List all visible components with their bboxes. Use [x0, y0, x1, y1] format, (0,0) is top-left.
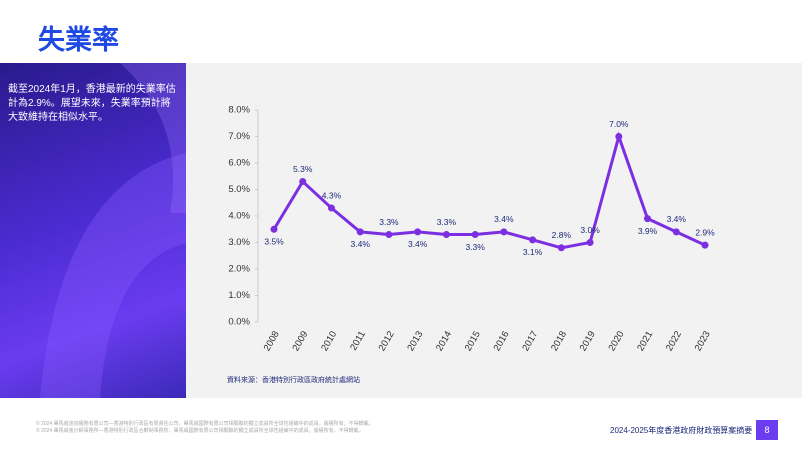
x-tick-label: 2023: [693, 329, 713, 353]
x-tick-label: 2022: [664, 329, 684, 353]
data-label: 3.3%: [437, 217, 457, 227]
legal-line: © 2024 畢馬威諮詢服務有限公司—香港特別行政區有限責任公司，畢馬威國際有限…: [36, 421, 374, 427]
legal-line: © 2024 畢馬威會計師事務所—香港特別行政區合夥制事務所，畢馬威國際有限公司…: [36, 428, 364, 434]
x-tick-label: 2021: [635, 329, 655, 353]
data-label: 3.3%: [465, 242, 485, 252]
marker: [701, 241, 709, 249]
data-label: 3.3%: [379, 217, 399, 227]
x-tick-label: 2009: [290, 329, 310, 353]
slide-title: 失業率: [38, 25, 119, 55]
y-tick-label: 7.0%: [228, 131, 250, 142]
y-tick-label: 0.0%: [228, 317, 250, 328]
y-tick-label: 6.0%: [228, 158, 250, 169]
data-label: 7.0%: [609, 119, 629, 129]
y-tick-label: 2.0%: [228, 264, 250, 275]
x-tick-label: 2014: [434, 329, 454, 353]
decor: [40, 63, 186, 398]
data-label: 3.4%: [494, 214, 514, 224]
x-tick-label: 2010: [319, 329, 339, 353]
x-tick-label: 2011: [348, 329, 368, 352]
marker: [672, 228, 680, 236]
x-tick-label: 2015: [463, 329, 483, 353]
marker: [586, 239, 594, 246]
x-tick-label: 2018: [549, 329, 569, 353]
y-tick-label: 4.0%: [228, 211, 250, 222]
y-tick-label: 5.0%: [228, 184, 250, 195]
legal: © 2024 畢馬威諮詢服務有限公司—香港特別行政區有限責任公司，畢馬威國際有限…: [36, 421, 374, 435]
marker: [327, 204, 335, 212]
x-tick-label: 2012: [377, 329, 397, 353]
marker: [270, 225, 278, 233]
x-tick-label: 2019: [578, 329, 598, 353]
x-tick-label: 2008: [262, 329, 282, 353]
data-label: 3.0%: [580, 225, 600, 235]
marker: [442, 231, 450, 239]
marker: [615, 133, 623, 140]
marker: [529, 236, 537, 244]
x-tick-label: 2020: [606, 329, 626, 353]
marker: [471, 231, 479, 239]
marker: [500, 228, 508, 236]
data-label: 3.4%: [667, 214, 687, 224]
marker: [356, 228, 364, 236]
page-number: 8: [756, 420, 778, 440]
data-label: 5.3%: [293, 164, 313, 174]
marker: [644, 215, 652, 223]
marker: [414, 228, 422, 236]
x-tick-label: 2017: [520, 329, 540, 353]
data-label: 3.1%: [523, 247, 543, 257]
x-tick-label: 2016: [492, 329, 512, 353]
y-tick-label: 3.0%: [228, 237, 250, 248]
marker: [557, 244, 565, 252]
marker: [299, 178, 307, 186]
data-label: 2.8%: [552, 230, 572, 240]
source: 資料來源：香港特別行政區政府統計處網站: [227, 375, 360, 384]
data-label: 4.3%: [322, 190, 342, 200]
line: [272, 131, 706, 250]
y-tick-label: 1.0%: [228, 290, 250, 301]
footer: 2024-2025年度香港政府財政預算案摘要: [610, 426, 753, 435]
data-label: 2.9%: [695, 227, 715, 237]
data-label: 3.5%: [264, 237, 284, 247]
chart-panel: [186, 63, 802, 398]
data-label: 3.4%: [351, 239, 371, 249]
marker: [385, 231, 393, 239]
x-tick-label: 2013: [405, 329, 425, 353]
side-panel: 截至2024年1月，香港最新的失業率估計為2.9%。展望未來，失業率預計將大致維…: [0, 63, 186, 398]
data-label: 3.4%: [408, 239, 428, 249]
note: 截至2024年1月，香港最新的失業率估計為2.9%。展望未來，失業率預計將大致維…: [8, 84, 176, 123]
data-label: 3.9%: [638, 226, 658, 236]
y-tick-label: 8.0%: [228, 105, 250, 116]
